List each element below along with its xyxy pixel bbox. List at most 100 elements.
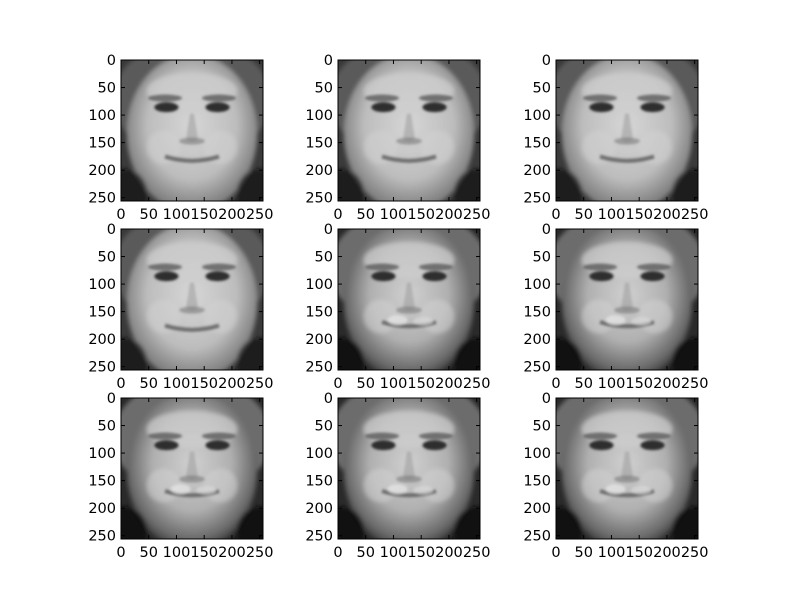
y-tick-label: 150 — [523, 474, 551, 490]
x-tick-label: 250 — [463, 376, 491, 392]
y-tick-label: 200 — [305, 332, 333, 348]
x-tick-label: 50 — [357, 207, 375, 223]
face-image — [556, 60, 698, 201]
axes-frame — [337, 228, 481, 371]
x-tick-label: 200 — [218, 376, 246, 392]
x-tick-label: 50 — [140, 545, 158, 561]
x-tick-label: 50 — [357, 545, 375, 561]
face-image — [338, 229, 480, 370]
x-tick-label: 150 — [407, 207, 435, 223]
y-tick-label: 100 — [523, 277, 551, 293]
axes-frame — [120, 59, 264, 202]
x-tick-label: 250 — [463, 545, 491, 561]
face-image — [338, 60, 480, 201]
y-tick-label: 150 — [523, 305, 551, 321]
x-tick-label: 100 — [598, 545, 626, 561]
face-image — [556, 229, 698, 370]
y-tick-label: 200 — [305, 163, 333, 179]
y-tick-label: 200 — [523, 332, 551, 348]
x-tick-label: 100 — [163, 545, 191, 561]
x-tick-label: 100 — [163, 376, 191, 392]
x-tick-label: 0 — [551, 545, 560, 561]
x-tick-label: 0 — [551, 207, 560, 223]
x-tick-label: 0 — [333, 376, 342, 392]
y-tick-label: 50 — [315, 81, 333, 97]
axes-frame — [555, 59, 699, 202]
x-tick-label: 50 — [357, 376, 375, 392]
y-tick-label: 0 — [324, 222, 333, 238]
x-tick-label: 0 — [116, 545, 125, 561]
y-tick-label: 50 — [98, 81, 116, 97]
x-tick-label: 150 — [625, 545, 653, 561]
y-tick-label: 150 — [305, 474, 333, 490]
x-tick-label: 100 — [380, 376, 408, 392]
y-tick-label: 50 — [533, 250, 551, 266]
x-tick-label: 0 — [333, 545, 342, 561]
y-tick-label: 200 — [523, 501, 551, 517]
x-tick-label: 250 — [246, 545, 274, 561]
y-tick-label: 200 — [88, 163, 116, 179]
face-image — [121, 398, 263, 539]
x-tick-label: 200 — [218, 545, 246, 561]
face-image — [121, 229, 263, 370]
x-tick-label: 100 — [380, 207, 408, 223]
y-tick-label: 100 — [305, 108, 333, 124]
y-tick-label: 150 — [88, 305, 116, 321]
y-tick-label: 100 — [88, 108, 116, 124]
x-tick-label: 0 — [116, 207, 125, 223]
x-tick-label: 250 — [681, 207, 709, 223]
x-tick-label: 50 — [575, 207, 593, 223]
x-tick-label: 50 — [140, 207, 158, 223]
x-tick-label: 150 — [407, 545, 435, 561]
y-tick-label: 200 — [88, 501, 116, 517]
y-tick-label: 100 — [305, 277, 333, 293]
y-tick-label: 0 — [324, 53, 333, 69]
y-tick-label: 250 — [523, 529, 551, 545]
x-tick-label: 200 — [218, 207, 246, 223]
y-tick-label: 200 — [305, 501, 333, 517]
x-tick-label: 150 — [190, 376, 218, 392]
y-tick-label: 50 — [315, 419, 333, 435]
face-image — [121, 60, 263, 201]
x-tick-label: 100 — [598, 376, 626, 392]
x-tick-label: 200 — [435, 376, 463, 392]
axes-frame — [555, 228, 699, 371]
x-tick-label: 100 — [380, 545, 408, 561]
axes-frame — [120, 397, 264, 540]
axes-frame — [337, 397, 481, 540]
axes-frame — [555, 397, 699, 540]
y-tick-label: 0 — [107, 391, 116, 407]
y-tick-label: 50 — [98, 419, 116, 435]
y-tick-label: 250 — [305, 360, 333, 376]
x-tick-label: 200 — [653, 545, 681, 561]
face-image — [338, 398, 480, 539]
x-tick-label: 250 — [681, 545, 709, 561]
y-tick-label: 0 — [542, 222, 551, 238]
y-tick-label: 0 — [542, 53, 551, 69]
y-tick-label: 100 — [523, 446, 551, 462]
x-tick-label: 250 — [246, 207, 274, 223]
x-tick-label: 150 — [190, 545, 218, 561]
y-tick-label: 150 — [88, 474, 116, 490]
y-tick-label: 150 — [523, 136, 551, 152]
axes-frame — [120, 228, 264, 371]
y-tick-label: 250 — [523, 360, 551, 376]
x-tick-label: 150 — [407, 376, 435, 392]
y-tick-label: 50 — [315, 250, 333, 266]
x-tick-label: 250 — [681, 376, 709, 392]
y-tick-label: 250 — [88, 191, 116, 207]
y-tick-label: 150 — [88, 136, 116, 152]
y-tick-label: 150 — [305, 305, 333, 321]
x-tick-label: 0 — [116, 376, 125, 392]
y-tick-label: 150 — [305, 136, 333, 152]
y-tick-label: 200 — [523, 163, 551, 179]
x-tick-label: 50 — [140, 376, 158, 392]
x-tick-label: 50 — [575, 545, 593, 561]
y-tick-label: 100 — [88, 277, 116, 293]
x-tick-label: 200 — [653, 207, 681, 223]
